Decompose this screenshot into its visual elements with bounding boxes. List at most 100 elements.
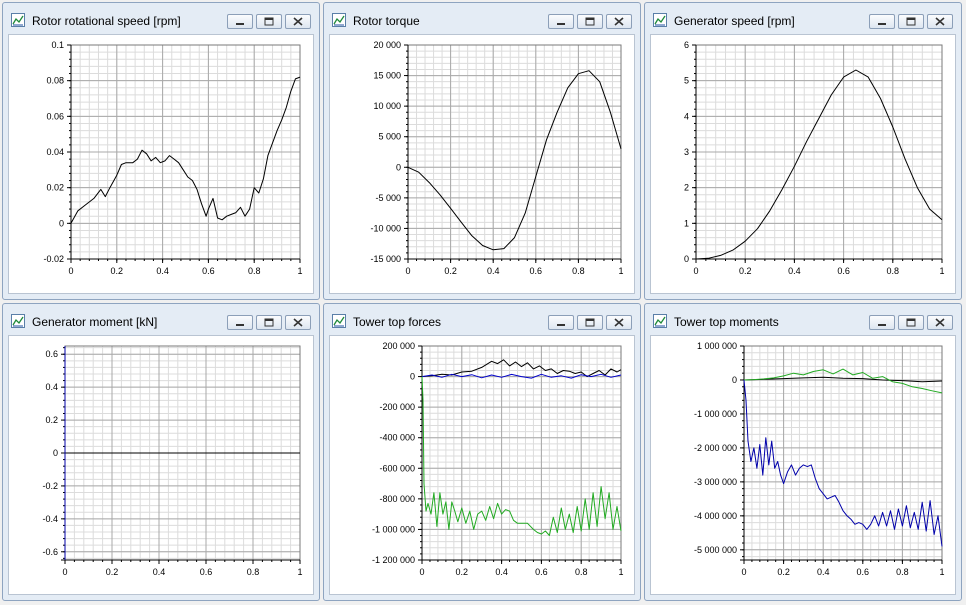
x-tick-label: 0.6 <box>535 567 548 577</box>
axes <box>61 345 301 564</box>
x-tick-label: 0.8 <box>248 266 261 276</box>
data-series <box>421 359 622 536</box>
minimize-button[interactable] <box>548 315 574 330</box>
x-tick-label: 0.4 <box>153 567 166 577</box>
minimize-button[interactable] <box>869 14 895 29</box>
window-title: Tower top forces <box>353 315 442 329</box>
title-bar[interactable]: Tower top forces <box>324 304 640 334</box>
title-bar[interactable]: Tower top moments <box>645 304 961 334</box>
y-tick-label: 0 <box>684 254 689 264</box>
series-line-2 <box>421 373 622 379</box>
line-chart: 0 0.2 0.4 0.6 0.8 1 0 1 2 3 4 5 6 <box>684 40 945 276</box>
y-tick-label: -0.2 <box>42 481 58 491</box>
title-bar[interactable]: Rotor torque <box>324 3 640 33</box>
y-tick-label: 15 000 <box>373 71 401 81</box>
y-tick-label: 5 000 <box>378 132 401 142</box>
maximize-button[interactable] <box>577 14 603 29</box>
title-bar[interactable]: Generator moment [kN] <box>3 304 319 334</box>
y-tick-label: 200 000 <box>382 341 415 351</box>
x-tick-label: 1 <box>939 266 944 276</box>
y-tick-label: 0 <box>53 448 58 458</box>
tick-labels: 0 0.2 0.4 0.6 0.8 1 0 1 2 3 4 5 6 <box>684 40 945 276</box>
window-title: Tower top moments <box>674 315 779 329</box>
window-rotor-torque[interactable]: Rotor torque 0 0.2 0.4 0.6 0.8 1 -15 000 -10 00… <box>323 2 641 300</box>
chart-area: 0 0.2 0.4 0.6 0.8 1 0 1 2 3 4 5 6 <box>650 34 956 294</box>
plot-frame <box>421 345 622 561</box>
close-button[interactable] <box>606 315 632 330</box>
data-series <box>743 368 943 547</box>
minor-grid <box>407 44 622 260</box>
y-tick-label: 0.04 <box>46 147 64 157</box>
series-line-1 <box>421 359 622 378</box>
close-button[interactable] <box>285 315 311 330</box>
title-bar[interactable]: Generator speed [rpm] <box>645 3 961 33</box>
line-chart: 0 0.2 0.4 0.6 0.8 1 -0.6 -0.4 -0.2 0 0.2 0.4 0.6 <box>42 345 303 577</box>
minimize-button[interactable] <box>869 315 895 330</box>
restore-icon <box>264 318 274 327</box>
restore-icon <box>906 318 916 327</box>
y-tick-label: 10 000 <box>373 101 401 111</box>
minimize-button[interactable] <box>227 14 253 29</box>
window-rotor-speed[interactable]: Rotor rotational speed [rpm] 0 0.2 0.4 0.6 0… <box>2 2 320 300</box>
window-title: Generator speed [rpm] <box>674 14 795 28</box>
y-tick-label: 0 <box>410 372 415 382</box>
close-button[interactable] <box>927 315 953 330</box>
x-tick-label: 0.4 <box>495 567 508 577</box>
x-tick-label: 0.2 <box>777 567 790 577</box>
y-tick-label: 0.06 <box>46 111 64 121</box>
maximize-button[interactable] <box>898 315 924 330</box>
maximize-button[interactable] <box>256 315 282 330</box>
minimize-icon <box>236 23 244 25</box>
maximize-button[interactable] <box>256 14 282 29</box>
y-tick-label: 1 <box>684 218 689 228</box>
y-tick-label: 0.08 <box>46 76 64 86</box>
minimize-button[interactable] <box>548 14 574 29</box>
line-chart: 0 0.2 0.4 0.6 0.8 1 -0.02 0 0.02 0.04 0.06 0.08 0.1 <box>43 40 302 276</box>
axes <box>418 345 622 564</box>
tick-labels: 0 0.2 0.4 0.6 0.8 1 -15 000 -10 000 -5 000 0 5 000… <box>370 40 623 276</box>
maximize-button[interactable] <box>898 14 924 29</box>
y-tick-label: -2 000 000 <box>694 443 737 453</box>
y-tick-label: -10 000 <box>370 223 401 233</box>
chart-app-icon <box>332 314 346 328</box>
maximize-button[interactable] <box>577 315 603 330</box>
window-tower-top-moments[interactable]: Tower top moments 0 0.2 0.4 0.6 0.8 1 -5 000 0… <box>644 303 962 601</box>
y-tick-label: 0.4 <box>45 382 58 392</box>
x-tick-label: 0.4 <box>817 567 830 577</box>
chart-area: 0 0.2 0.4 0.6 0.8 1 -15 000 -10 000 -5 000 0 5 000… <box>329 34 635 294</box>
tick-labels: 0 0.2 0.4 0.6 0.8 1 -0.02 0 0.02 0.04 0.06 0.08 0.1 <box>43 40 302 276</box>
x-tick-label: 1 <box>939 567 944 577</box>
chart-area: 0 0.2 0.4 0.6 0.8 1 -0.02 0 0.02 0.04 0.06 0.08 0.1 <box>8 34 314 294</box>
y-tick-label: 0.1 <box>51 40 64 50</box>
minimize-button[interactable] <box>227 315 253 330</box>
restore-icon <box>585 318 595 327</box>
minimize-icon <box>878 324 886 326</box>
x-tick-label: 0.6 <box>857 567 870 577</box>
x-tick-label: 0.2 <box>106 567 119 577</box>
x-tick-label: 0.2 <box>456 567 469 577</box>
chart-area: 0 0.2 0.4 0.6 0.8 1 -0.6 -0.4 -0.2 0 0.2 0.4 0.6 <box>8 335 314 595</box>
x-tick-label: 0.6 <box>200 567 213 577</box>
close-icon <box>614 318 624 327</box>
window-generator-speed[interactable]: Generator speed [rpm] 0 0.2 0.4 0.6 0.8 1 0 1 2 3… <box>644 2 962 300</box>
major-grid <box>695 44 943 260</box>
title-bar[interactable]: Rotor rotational speed [rpm] <box>3 3 319 33</box>
y-tick-label: -200 000 <box>379 402 415 412</box>
y-tick-label: -15 000 <box>370 254 401 264</box>
close-button[interactable] <box>285 14 311 29</box>
y-tick-label: 0 <box>59 218 64 228</box>
x-tick-label: 0.4 <box>156 266 169 276</box>
data-series <box>64 346 300 560</box>
line-chart: 0 0.2 0.4 0.6 0.8 1 -15 000 -10 000 -5 000 0 5 000… <box>370 40 623 276</box>
y-tick-label: 0.6 <box>45 349 58 359</box>
chart-app-icon <box>11 13 25 27</box>
close-button[interactable] <box>927 14 953 29</box>
y-tick-label: 2 <box>684 183 689 193</box>
restore-icon <box>585 17 595 26</box>
window-tower-top-forces[interactable]: Tower top forces 0 0.2 0.4 0.6 0.8 1 -1 200 00… <box>323 303 641 601</box>
close-button[interactable] <box>606 14 632 29</box>
y-tick-label: 4 <box>684 111 689 121</box>
window-generator-moment[interactable]: Generator moment [kN] 0 0.2 0.4 0.6 0.8 1 -0.6… <box>2 303 320 601</box>
y-tick-label: -400 000 <box>379 433 415 443</box>
x-tick-label: 1 <box>297 266 302 276</box>
